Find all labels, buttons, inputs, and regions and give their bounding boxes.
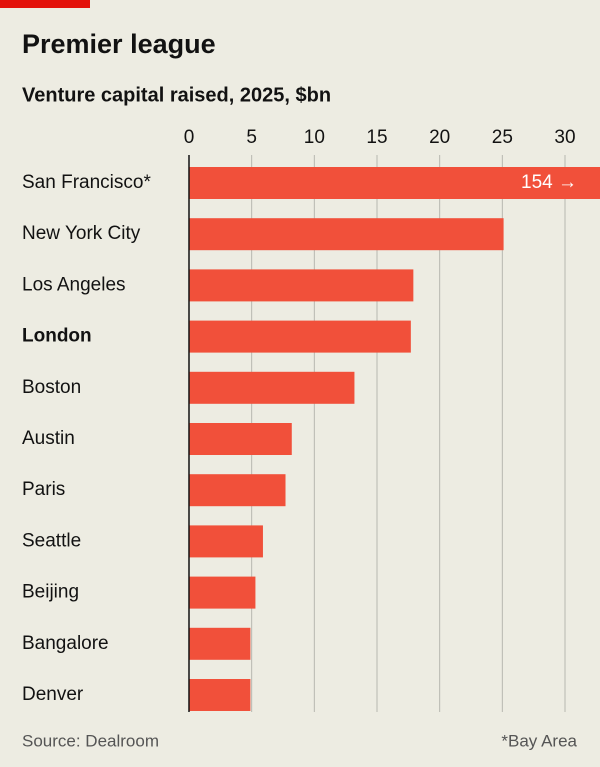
bar <box>189 627 251 660</box>
category-label: Bangalore <box>22 633 109 654</box>
x-tick-label: 30 <box>554 127 575 148</box>
bar <box>189 576 256 609</box>
chart-subtitle: Venture capital raised, 2025, $bn <box>22 84 331 106</box>
category-label: Denver <box>22 684 84 705</box>
category-label: New York City <box>22 223 141 244</box>
bar <box>189 679 251 711</box>
bar <box>189 218 504 251</box>
bar <box>189 167 600 199</box>
category-label: Seattle <box>22 530 81 551</box>
x-tick-label: 5 <box>246 127 257 148</box>
x-tick-label: 10 <box>304 127 325 148</box>
x-tick-label: 15 <box>366 127 387 148</box>
category-label: Beijing <box>22 582 79 603</box>
category-label: Paris <box>22 479 65 500</box>
value-label: 154 → <box>521 172 577 193</box>
bar <box>189 320 411 353</box>
bar <box>189 474 286 507</box>
bar <box>189 269 414 302</box>
source: Source: Dealroom <box>22 731 159 750</box>
category-label: Los Angeles <box>22 274 126 295</box>
bar <box>189 525 263 558</box>
category-label: San Francisco* <box>22 172 151 193</box>
bar <box>189 423 292 455</box>
x-tick-label: 0 <box>184 127 195 148</box>
category-label: Austin <box>22 428 75 449</box>
bar <box>189 371 355 404</box>
x-tick-label: 25 <box>492 127 513 148</box>
chart-title: Premier league <box>22 29 216 59</box>
x-tick-label: 20 <box>429 127 450 148</box>
category-label: London <box>22 326 92 347</box>
brand-tab <box>0 0 90 8</box>
category-label: Boston <box>22 377 81 398</box>
note: *Bay Area <box>501 731 577 750</box>
